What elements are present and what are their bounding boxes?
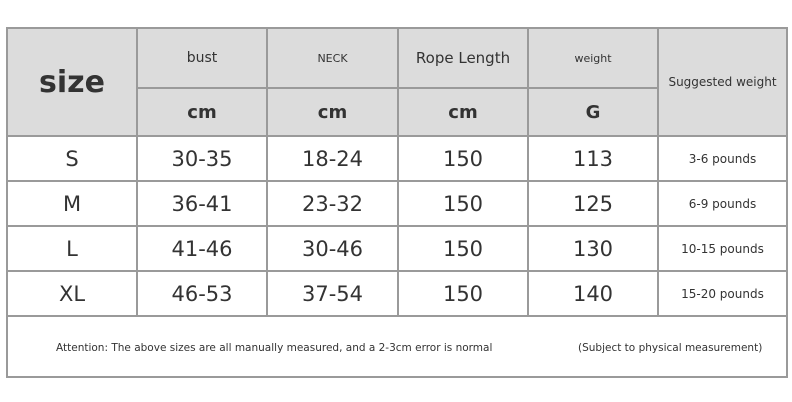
bust-header: bust bbox=[136, 27, 268, 89]
size-cell: M bbox=[6, 180, 138, 227]
size-cell: L bbox=[6, 225, 138, 272]
rope-cell: 150 bbox=[397, 135, 529, 182]
weight-cell: 125 bbox=[527, 180, 659, 227]
footer-cell: Attention: The above sizes are all manua… bbox=[6, 315, 788, 378]
neck-header: NECK bbox=[266, 27, 399, 89]
table-row: S 30-35 18-24 150 113 3-6 pounds bbox=[6, 135, 788, 182]
neck-cell: 18-24 bbox=[266, 135, 399, 182]
size-cell: XL bbox=[6, 270, 138, 317]
attention-note: Attention: The above sizes are all manua… bbox=[56, 342, 493, 354]
neck-unit: cm bbox=[266, 87, 399, 137]
suggested-weight-header: Suggested weight bbox=[657, 27, 788, 137]
weight-cell: 113 bbox=[527, 135, 659, 182]
rope-length-header: Rope Length bbox=[397, 27, 529, 89]
weight-cell: 140 bbox=[527, 270, 659, 317]
table-row: M 36-41 23-32 150 125 6-9 pounds bbox=[6, 180, 788, 227]
weight-unit: G bbox=[527, 87, 659, 137]
suggested-cell: 6-9 pounds bbox=[657, 180, 788, 227]
bust-cell: 30-35 bbox=[136, 135, 268, 182]
bust-cell: 36-41 bbox=[136, 180, 268, 227]
footer-row: Attention: The above sizes are all manua… bbox=[6, 315, 788, 378]
subject-note: (Subject to physical measurement) bbox=[578, 342, 763, 354]
rope-cell: 150 bbox=[397, 225, 529, 272]
suggested-cell: 15-20 pounds bbox=[657, 270, 788, 317]
table-row: XL 46-53 37-54 150 140 15-20 pounds bbox=[6, 270, 788, 317]
bust-cell: 41-46 bbox=[136, 225, 268, 272]
neck-cell: 37-54 bbox=[266, 270, 399, 317]
bust-cell: 46-53 bbox=[136, 270, 268, 317]
bust-unit: cm bbox=[136, 87, 268, 137]
size-header: size bbox=[6, 27, 138, 137]
table-row: L 41-46 30-46 150 130 10-15 pounds bbox=[6, 225, 788, 272]
unit-row: cm cm cm G bbox=[7, 87, 787, 137]
size-cell: S bbox=[6, 135, 138, 182]
neck-cell: 30-46 bbox=[266, 225, 399, 272]
weight-cell: 130 bbox=[527, 225, 659, 272]
rope-cell: 150 bbox=[397, 180, 529, 227]
suggested-cell: 10-15 pounds bbox=[657, 225, 788, 272]
header-row: size bust NECK Rope Length weight Sugges… bbox=[6, 27, 788, 137]
weight-header: weight bbox=[527, 27, 659, 89]
suggested-cell: 3-6 pounds bbox=[657, 135, 788, 182]
size-chart-table: size bust NECK Rope Length weight Sugges… bbox=[6, 27, 788, 378]
neck-cell: 23-32 bbox=[266, 180, 399, 227]
rope-cell: 150 bbox=[397, 270, 529, 317]
rope-length-unit: cm bbox=[397, 87, 529, 137]
